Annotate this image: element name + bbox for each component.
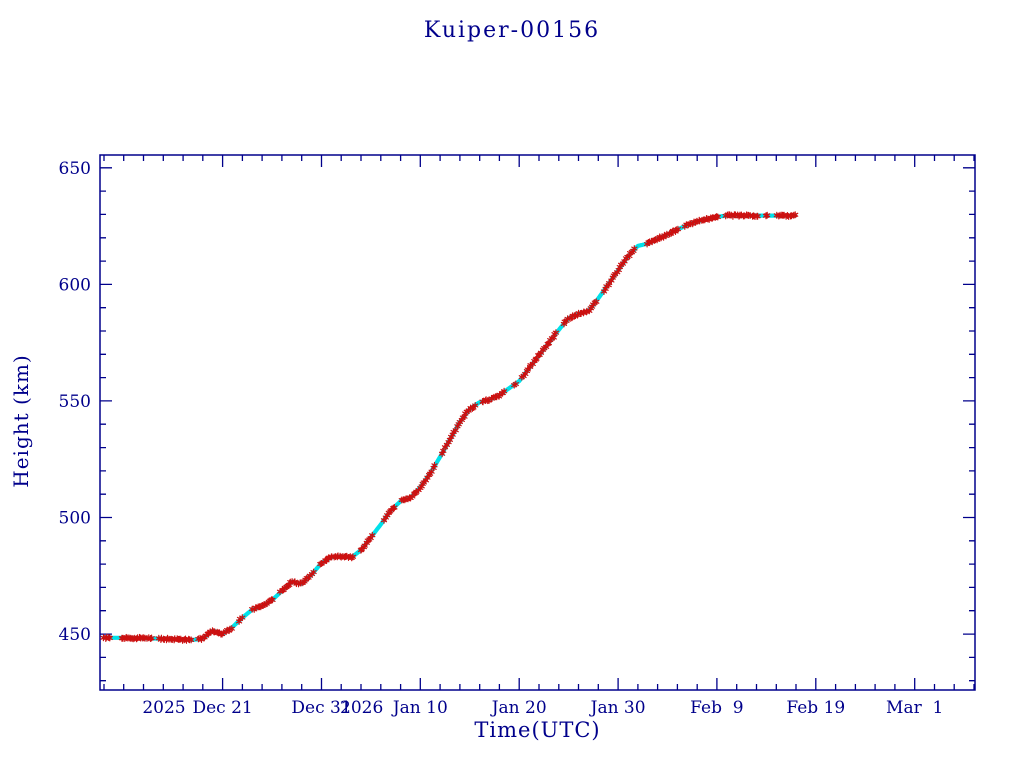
x-tick-label: Mar 1: [886, 698, 943, 718]
series-cyan-track: [101, 213, 798, 642]
x-tick-label: Feb 19: [786, 698, 845, 718]
x-tick-year: 2026: [340, 698, 383, 718]
x-tick-label: Jan 20: [490, 698, 547, 718]
y-tick-label: 550: [59, 392, 91, 412]
x-tick-label: Feb 9: [690, 698, 743, 718]
x-axis-label: Time(UTC): [474, 718, 601, 742]
x-tick-label: Dec 21: [192, 698, 252, 718]
y-tick-label: 500: [59, 509, 91, 529]
y-tick-label: 450: [59, 625, 91, 645]
y-tick-label: 650: [59, 159, 91, 179]
x-tick-year: 2025: [142, 698, 185, 718]
y-tick-label: 600: [59, 275, 91, 295]
plot-frame: [99, 154, 976, 691]
x-tick-label: Dec 31: [291, 698, 351, 718]
chart-title: Kuiper-00156: [423, 18, 601, 43]
x-tick-label: Jan 30: [589, 698, 646, 718]
series-red-observations: [100, 211, 799, 644]
axis-ticks: [100, 155, 975, 690]
x-tick-label: Jan 10: [391, 698, 448, 718]
